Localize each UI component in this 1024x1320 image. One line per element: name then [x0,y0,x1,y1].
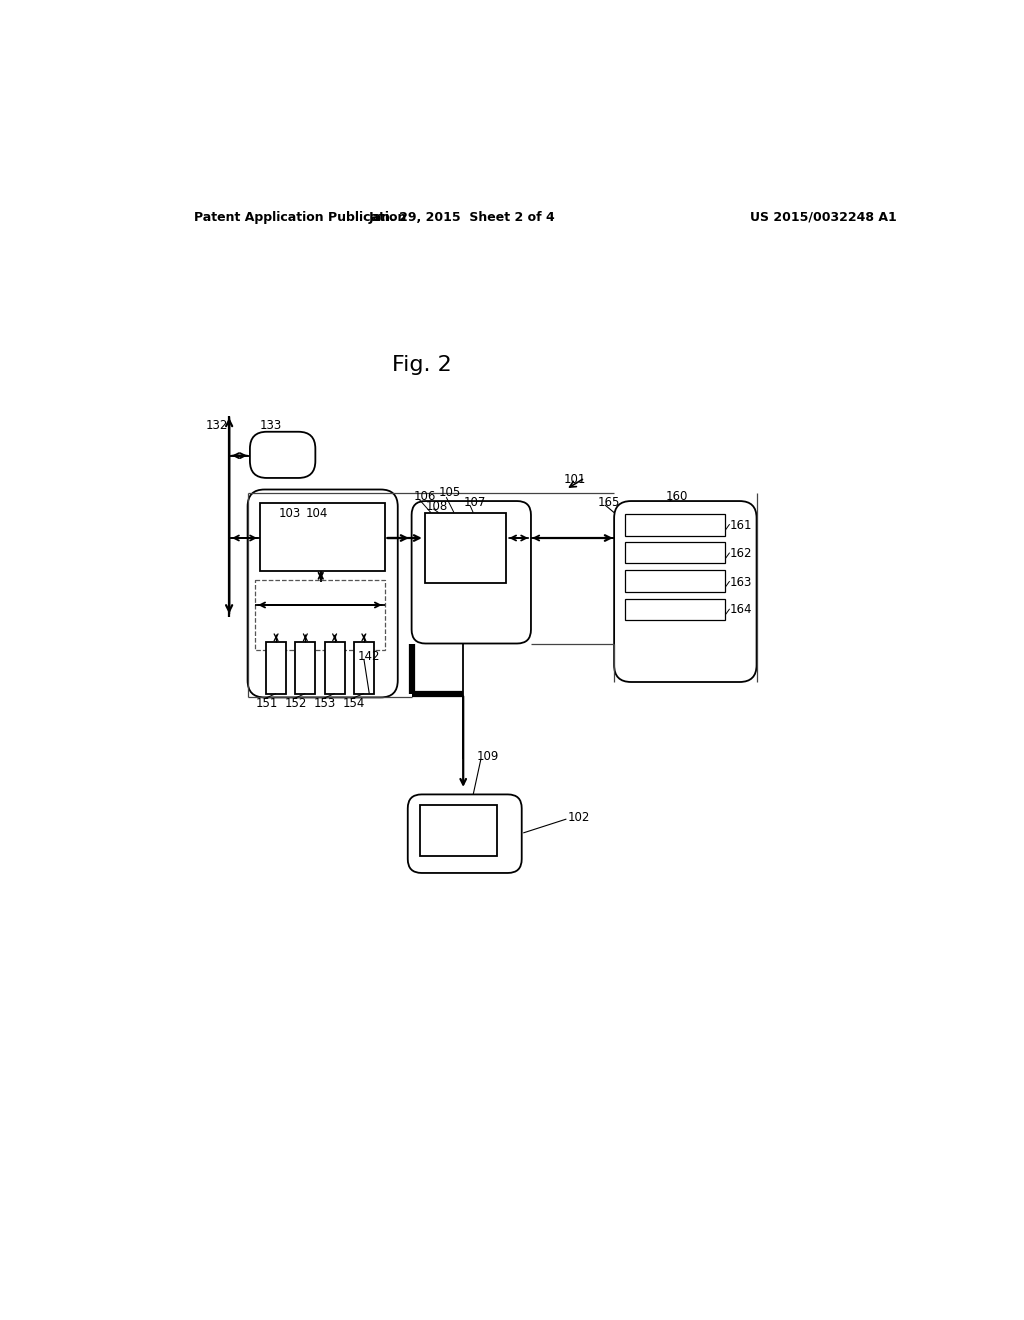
FancyBboxPatch shape [614,502,757,682]
Text: 106: 106 [414,490,436,503]
Bar [325,642,345,693]
Bar [420,805,497,857]
FancyBboxPatch shape [250,432,315,478]
Bar [425,512,506,583]
Text: US 2015/0032248 A1: US 2015/0032248 A1 [751,211,897,224]
Text: 104: 104 [306,507,329,520]
FancyBboxPatch shape [408,795,521,873]
Text: 160: 160 [666,490,688,503]
Text: Fig. 2: Fig. 2 [392,355,452,375]
Bar [255,581,385,649]
Text: 109: 109 [477,750,500,763]
Bar [295,642,315,693]
Text: 101: 101 [564,473,587,486]
Bar [354,642,374,693]
Text: 164: 164 [730,603,752,616]
Text: 102: 102 [568,812,590,825]
Text: 165: 165 [598,496,621,508]
Text: 103: 103 [279,507,301,520]
Text: 161: 161 [730,519,752,532]
Text: Jan. 29, 2015  Sheet 2 of 4: Jan. 29, 2015 Sheet 2 of 4 [369,211,555,224]
Text: 132: 132 [206,418,228,432]
FancyBboxPatch shape [248,490,397,697]
Text: 162: 162 [730,548,752,560]
Bar [260,503,385,572]
Text: 154: 154 [343,697,366,710]
Bar [625,515,725,536]
Text: 107: 107 [463,496,485,508]
Text: 153: 153 [313,697,336,710]
Bar [625,543,725,564]
Text: Patent Application Publication: Patent Application Publication [194,211,407,224]
Bar [625,570,725,591]
Text: 105: 105 [438,486,461,499]
Text: 142: 142 [357,649,380,663]
Text: 152: 152 [285,697,307,710]
Text: 108: 108 [425,499,447,512]
Text: 133: 133 [260,418,283,432]
Bar [625,599,725,620]
FancyBboxPatch shape [412,502,531,644]
Text: 163: 163 [730,576,752,589]
Bar [266,642,286,693]
Text: 151: 151 [255,697,278,710]
